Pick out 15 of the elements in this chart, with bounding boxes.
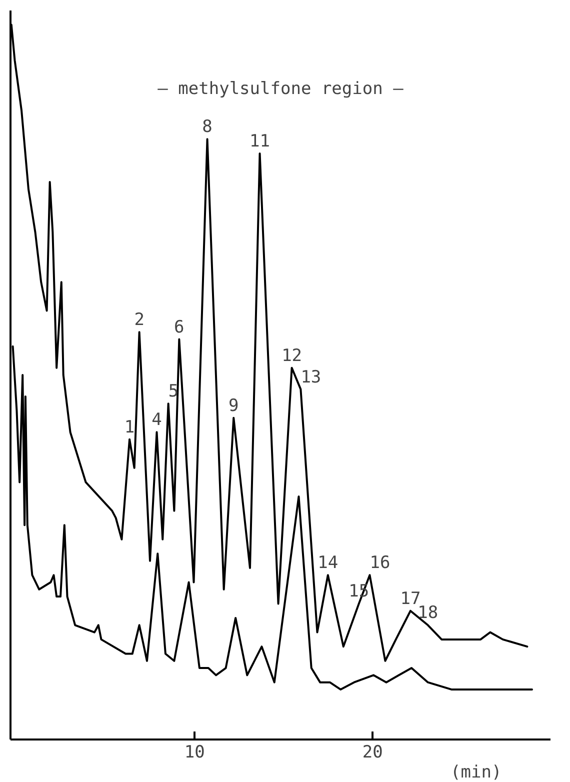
annotation: 1 — [124, 417, 135, 438]
annotation: 8 — [202, 117, 212, 138]
annotation: 14 — [318, 553, 338, 574]
x-axis-title: (min) — [450, 762, 502, 782]
annotation: — methylsulfone region — — [158, 79, 404, 100]
annotation: 6 — [174, 317, 184, 338]
annotation: 12 — [282, 346, 302, 366]
annotation: 4 — [152, 410, 162, 430]
annotation: 2 — [134, 310, 144, 330]
annotation: 11 — [250, 131, 270, 152]
annotation: 13 — [300, 367, 322, 388]
x-tick-label: 10 — [184, 742, 205, 762]
annotation: 9 — [228, 396, 239, 416]
x-tick-label: 20 — [362, 742, 383, 762]
annotation: 16 — [370, 553, 390, 574]
